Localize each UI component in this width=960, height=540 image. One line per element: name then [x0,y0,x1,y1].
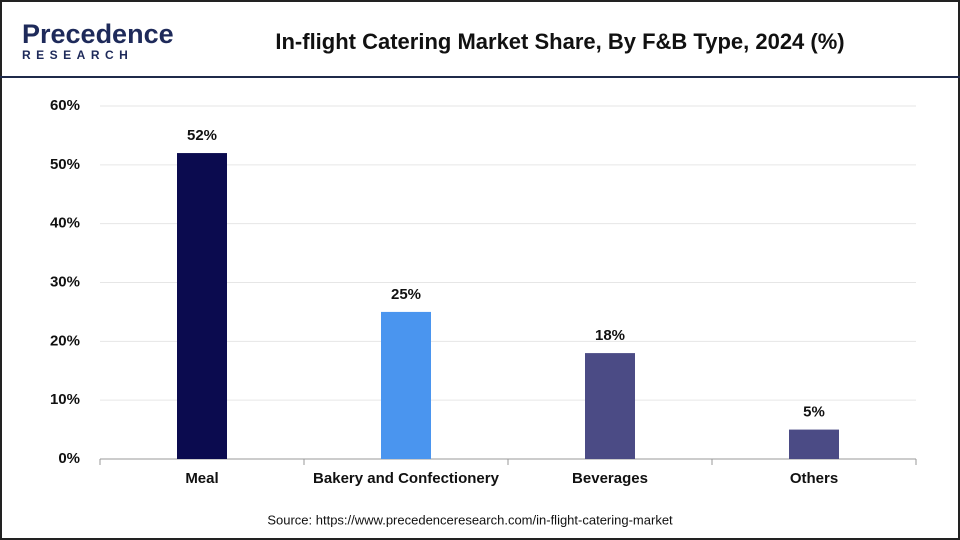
bar [177,153,227,460]
value-label: 5% [803,404,825,421]
bar [381,311,431,459]
y-tick-label: 0% [58,450,80,467]
logo-name: Precedence [22,19,174,49]
value-label: 52% [187,127,217,144]
source: Source: https://www.precedenceresearch.c… [267,512,673,527]
bar [585,353,635,459]
x-tick-label: Meal [185,470,218,487]
x-tick-label: Beverages [572,470,648,487]
value-label: 18% [595,327,625,344]
logo-tagline: RESEARCH [22,48,133,62]
value-label: 25% [391,286,421,303]
y-tick-label: 60% [50,97,80,114]
y-tick-label: 20% [50,332,80,349]
y-tick-label: 40% [50,215,80,232]
chart-title: In-flight Catering Market Share, By F&B … [275,29,844,54]
bar [789,429,839,459]
x-tick-label: Bakery and Confectionery [313,470,500,487]
y-tick-label: 10% [50,391,80,408]
y-tick-label: 50% [50,156,80,173]
x-tick-label: Others [790,470,838,487]
y-tick-label: 30% [50,273,80,290]
